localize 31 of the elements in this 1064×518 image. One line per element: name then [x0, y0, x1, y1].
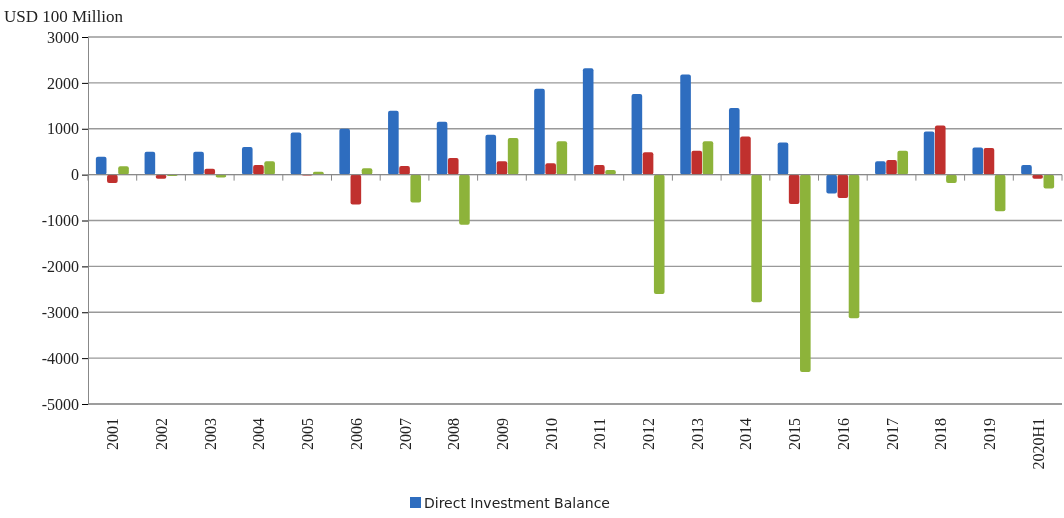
x-tick-label: 2012: [640, 418, 658, 450]
x-tick-label: 2001: [104, 418, 122, 450]
x-tick-label: 2015: [786, 418, 804, 450]
x-tick-label: 2007: [396, 418, 414, 450]
y-tick-label: 0: [71, 166, 79, 184]
x-tick-label: 2003: [201, 418, 219, 450]
x-tick-label: 2019: [980, 418, 998, 450]
y-axis-title: USD 100 Million: [4, 7, 124, 26]
y-tick-label: 3000: [47, 28, 79, 46]
x-tick-label: 2005: [299, 418, 317, 450]
y-tick-label: -2000: [41, 257, 79, 275]
x-tick-label: 2018: [932, 418, 950, 450]
x-tick-label: 2020H1: [1029, 418, 1047, 470]
x-tick-label: 2011: [591, 418, 609, 450]
x-tick-label: 2016: [834, 418, 852, 450]
x-tick-label: 2006: [347, 418, 365, 450]
y-tick-label: -5000: [41, 395, 79, 413]
x-tick-label: 2002: [153, 418, 171, 450]
y-tick-label: -1000: [41, 212, 79, 230]
x-tick-label: 2009: [493, 418, 511, 450]
y-tick-label: -3000: [41, 303, 79, 321]
x-tick-label: 2004: [250, 418, 268, 450]
x-tick-label: 2010: [542, 418, 560, 450]
x-tick-label: 2017: [883, 418, 901, 450]
y-tick-label: 2000: [47, 74, 79, 92]
legend-label: Direct Investment Balance: [424, 495, 610, 511]
x-tick-label: 2013: [688, 418, 706, 450]
y-tick-label: 1000: [47, 120, 79, 138]
x-tick-label: 2014: [737, 418, 755, 450]
y-tick-label: -4000: [41, 349, 79, 367]
x-tick-label: 2008: [445, 418, 463, 450]
